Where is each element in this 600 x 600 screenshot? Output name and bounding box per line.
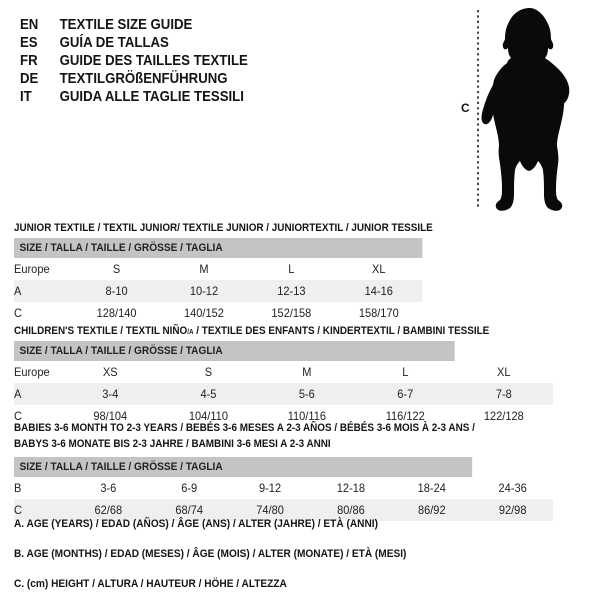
svg-text:C: C: [461, 101, 470, 115]
